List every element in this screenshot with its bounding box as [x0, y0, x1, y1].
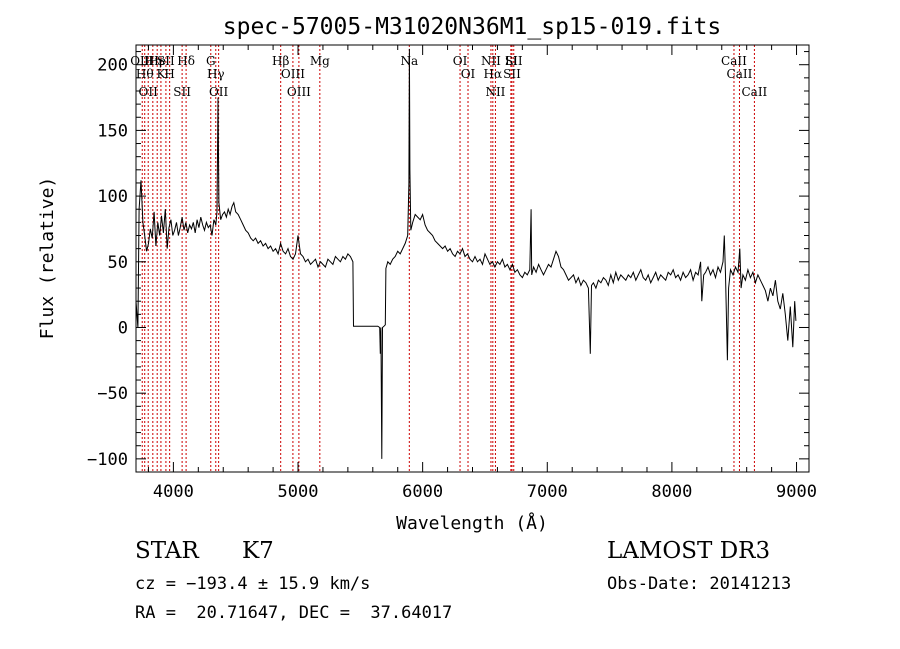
observation-date: Obs-Date: 20141213: [607, 574, 792, 594]
marker-label: Hδ: [177, 54, 195, 68]
marker-label: CaII: [741, 85, 767, 99]
marker-label: Hβ: [272, 54, 289, 68]
marker-label: OI: [461, 67, 476, 81]
marker-label: OIII: [287, 85, 311, 99]
object-subclass: K7: [242, 538, 274, 564]
line-marker-lines: [141, 45, 755, 472]
marker-label: OIII: [281, 67, 305, 81]
x-tick-label: 6000: [402, 482, 443, 502]
marker-label: H: [164, 67, 174, 81]
marker-label: CaII: [721, 54, 747, 68]
x-axis-label: Wavelength (Å): [396, 512, 548, 534]
y-tick-label: 0: [118, 318, 128, 338]
marker-label: He: [148, 54, 166, 68]
marker-label: SII: [505, 54, 523, 68]
marker-label: OII: [139, 85, 159, 99]
marker-label: Li: [505, 54, 517, 68]
survey-name: LAMOST DR3: [607, 538, 771, 564]
x-tick-label: 5000: [278, 482, 319, 502]
marker-label: Hα: [484, 67, 503, 81]
marker-label: Mg: [310, 54, 330, 68]
y-tick-label: 100: [97, 187, 128, 207]
marker-label: OII: [209, 85, 229, 99]
x-tick-label: 9000: [776, 482, 817, 502]
marker-label: OI: [453, 54, 468, 68]
marker-label: CaII: [727, 67, 753, 81]
marker-label: Hγ: [207, 67, 225, 81]
x-tick-label: 8000: [651, 482, 692, 502]
y-axis-label: Flux (relative): [37, 177, 58, 340]
chart-title: spec-57005-M31020N36M1_sp15-019.fits: [223, 14, 722, 40]
plot-frame: [135, 44, 810, 473]
marker-label: Hη: [144, 54, 162, 68]
coordinates: RA = 20.71647, DEC = 37.64017: [135, 603, 453, 623]
x-tick-label: 7000: [527, 482, 568, 502]
y-tick-label: 200: [97, 56, 128, 76]
y-tick-label: −100: [87, 450, 128, 470]
redshift-velocity: cz = −193.4 ± 15.9 km/s: [135, 574, 371, 594]
marker-label: NII: [481, 54, 501, 68]
marker-label: SII: [503, 67, 521, 81]
y-axis: −100 −50 0 50 100 150 200: [87, 51, 809, 470]
y-tick-label: −50: [97, 384, 128, 404]
object-class: STAR: [135, 538, 199, 564]
marker-label: G: [206, 54, 216, 68]
x-axis: 4000 5000 6000 7000 8000 9000: [147, 45, 817, 502]
y-tick-label: 150: [97, 121, 128, 141]
x-tick-label: 4000: [153, 482, 194, 502]
marker-label: Hθ: [136, 67, 154, 81]
spectrum-line: [135, 48, 797, 459]
marker-label: SII: [173, 85, 191, 99]
y-tick-label: 50: [108, 253, 128, 273]
marker-label: NII: [485, 85, 505, 99]
marker-label: K: [156, 67, 166, 81]
marker-label: SII: [157, 54, 175, 68]
